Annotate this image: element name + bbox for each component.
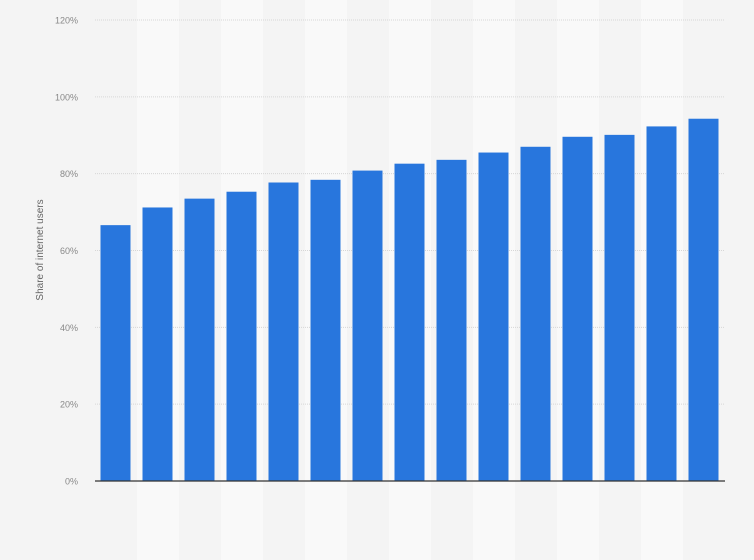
y-tick-label: 60% [60,246,78,256]
bar[interactable] [310,179,341,481]
y-tick-label: 80% [60,169,78,179]
bar[interactable] [646,126,677,481]
bar[interactable] [478,152,509,481]
bar[interactable] [562,136,593,481]
y-tick-labels: 0% 20% 40% 60% 80% 100% 120% [55,16,78,487]
bar[interactable] [142,207,173,481]
bar[interactable] [604,134,635,481]
bar[interactable] [268,182,299,481]
bar[interactable] [394,163,425,481]
y-tick-label: 100% [55,92,78,102]
y-tick-label: 0% [65,477,78,487]
bar[interactable] [226,191,257,481]
bar[interactable] [436,159,467,481]
bar[interactable] [184,198,215,481]
y-axis-label: Share of internet users [35,199,46,300]
y-tick-label: 120% [55,16,78,26]
bar[interactable] [520,146,551,481]
bars [100,118,719,482]
bar[interactable] [688,118,719,481]
y-tick-label: 40% [60,323,78,333]
bar[interactable] [352,170,383,482]
y-tick-label: 20% [60,400,78,410]
bar[interactable] [100,225,131,481]
